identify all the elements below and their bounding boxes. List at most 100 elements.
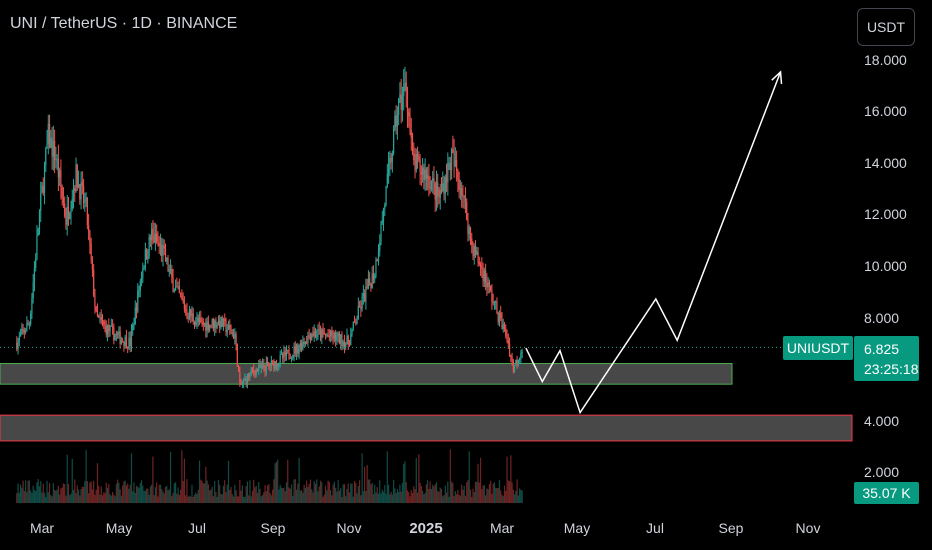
volume-bar: [425, 484, 427, 503]
volume-bar: [477, 463, 479, 503]
candle-body: [64, 203, 66, 216]
volume-bar: [206, 480, 208, 503]
candle-body: [487, 282, 489, 288]
volume-bar: [180, 489, 182, 503]
candle-body: [382, 208, 385, 221]
volume-bar: [297, 483, 299, 503]
candle-body: [418, 156, 420, 160]
candle-body: [50, 137, 52, 148]
volume-bar: [473, 492, 475, 503]
candle-body: [415, 154, 417, 171]
candle-body: [340, 334, 342, 344]
candle-body: [55, 159, 57, 161]
volume-bar: [214, 481, 216, 503]
candle-body: [298, 348, 300, 354]
volume-bar: [114, 496, 116, 503]
candle-body: [22, 329, 24, 331]
volume-bar: [372, 494, 375, 503]
volume-bar: [191, 484, 193, 503]
volume-bar: [309, 479, 312, 503]
volume-bar: [274, 463, 276, 503]
candle-body: [361, 296, 363, 309]
volume-bar: [472, 488, 474, 503]
volume-bar: [222, 485, 225, 503]
volume-bar: [418, 454, 420, 503]
volume-bar: [272, 489, 274, 503]
candle-body: [180, 293, 182, 296]
volume-bar: [476, 481, 478, 503]
volume-bar: [501, 494, 503, 503]
candle-body: [132, 324, 134, 331]
projection-path: [525, 71, 782, 415]
candle-body: [482, 268, 484, 282]
volume-bar: [493, 482, 496, 503]
candle-body: [406, 90, 409, 113]
candle-body: [205, 322, 207, 331]
volume-bar: [423, 494, 425, 503]
volume-bar: [514, 494, 516, 503]
volume-bar: [289, 488, 291, 503]
volume-bar: [295, 489, 298, 503]
volume-bar: [225, 492, 227, 503]
candle-body: [243, 379, 245, 384]
volume-bar: [343, 484, 346, 503]
volume-bar: [260, 496, 262, 503]
volume-bar: [326, 490, 328, 503]
candle-body: [423, 167, 425, 181]
candle-body: [450, 149, 453, 171]
x-tick-nov-2025: Nov: [795, 520, 821, 536]
candle-body: [367, 278, 370, 288]
candle-body: [507, 340, 509, 344]
candle-body: [79, 184, 81, 200]
volume-bar: [444, 485, 446, 503]
candle-body: [488, 282, 490, 286]
candle-body: [495, 301, 497, 303]
volume-bar: [163, 493, 165, 503]
volume-bar: [403, 463, 405, 503]
candle-body: [510, 355, 512, 357]
candle-body: [292, 354, 294, 358]
candle-body: [409, 116, 411, 131]
volume-bar: [96, 463, 99, 503]
volume-bar: [390, 491, 392, 503]
candle-body: [302, 341, 304, 350]
candle-body: [67, 206, 70, 219]
candle-body: [146, 249, 148, 260]
volume-bar: [220, 494, 222, 503]
volume-bar: [447, 481, 449, 503]
candle-body: [188, 309, 191, 319]
candle-body: [227, 325, 230, 331]
volume-bar: [307, 486, 309, 503]
volume-bar: [370, 484, 372, 503]
volume-bar: [75, 493, 77, 503]
candle-body: [16, 342, 18, 350]
volume-bar: [463, 485, 465, 503]
volume-bar: [303, 484, 305, 503]
volume-bar: [37, 479, 39, 503]
candle-body: [313, 331, 315, 336]
candle-body: [117, 334, 119, 335]
candle-body: [156, 233, 158, 242]
volume-bar: [55, 490, 57, 503]
candle-body: [290, 357, 293, 359]
currency-button[interactable]: USDT: [857, 8, 915, 46]
volume-bar: [120, 495, 122, 503]
volume-bar: [115, 483, 117, 503]
candle-body: [514, 365, 516, 372]
volume-bar: [386, 451, 388, 503]
candle-body: [439, 189, 441, 198]
volume-bar: [178, 494, 180, 503]
volume-bar: [374, 484, 376, 503]
volume-bar: [221, 494, 223, 503]
volume-bar: [422, 490, 424, 503]
volume-bar: [398, 491, 400, 503]
volume-bar: [177, 487, 179, 503]
candle-body: [31, 297, 33, 314]
candle-body: [521, 352, 523, 353]
volume-bar: [270, 495, 272, 503]
volume-bar: [369, 479, 371, 503]
volume-bar: [280, 487, 283, 503]
volume-bar: [95, 489, 97, 503]
candle-body: [393, 128, 395, 154]
